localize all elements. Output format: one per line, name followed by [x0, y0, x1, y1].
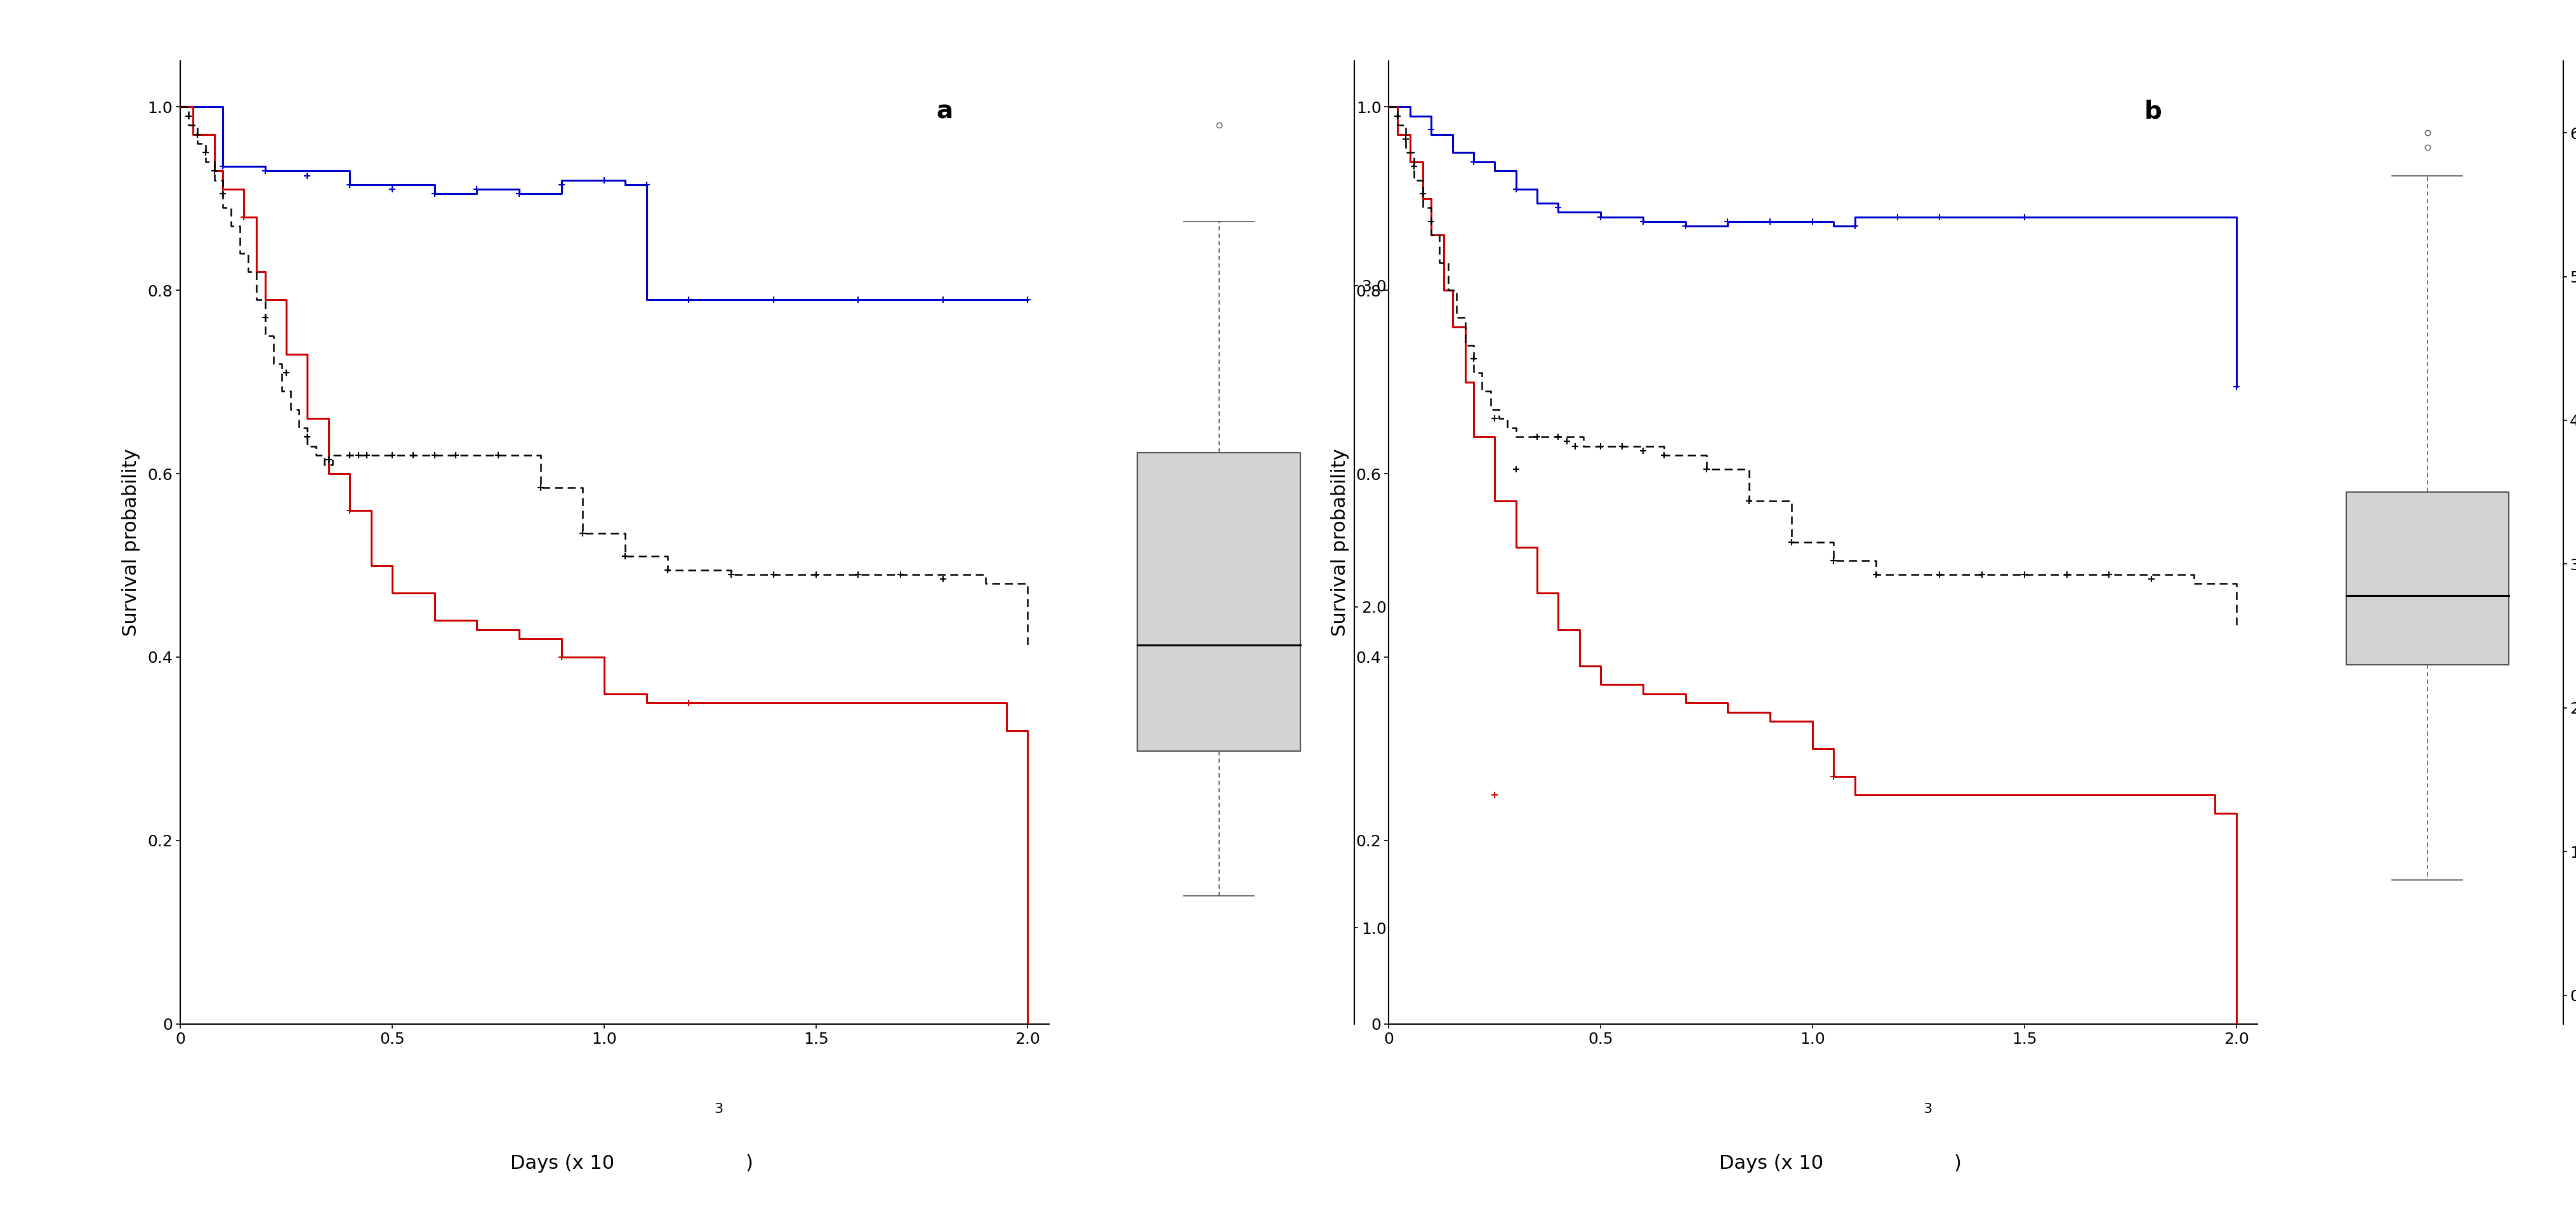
- Text: 3: 3: [1922, 1103, 1932, 1115]
- Text: Days (x 10: Days (x 10: [510, 1154, 616, 1173]
- Text: a: a: [935, 100, 953, 123]
- Text: 3: 3: [714, 1103, 724, 1115]
- Text: b: b: [2146, 100, 2161, 123]
- Text: ): ): [1955, 1154, 1960, 1173]
- Y-axis label: Survival probability: Survival probability: [121, 449, 142, 636]
- Text: ): ): [744, 1154, 752, 1173]
- Y-axis label: Survival probability: Survival probability: [1332, 449, 1350, 636]
- Text: Days (x 10: Days (x 10: [1718, 1154, 1824, 1173]
